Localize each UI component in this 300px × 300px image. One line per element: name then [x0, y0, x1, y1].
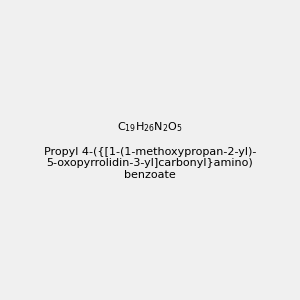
- Text: C$_{19}$H$_{26}$N$_2$O$_5$

Propyl 4-({[1-(1-methoxypropan-2-yl)-
5-oxopyrrolidi: C$_{19}$H$_{26}$N$_2$O$_5$ Propyl 4-({[1…: [44, 120, 256, 180]
